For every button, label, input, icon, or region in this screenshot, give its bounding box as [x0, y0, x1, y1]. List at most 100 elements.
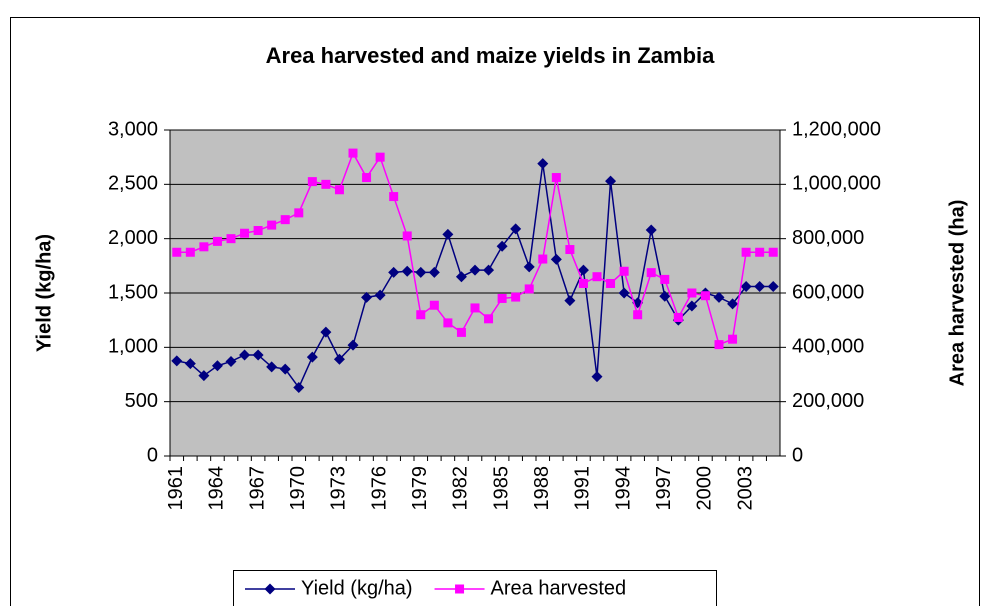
point: [633, 310, 643, 320]
point: [618, 287, 630, 299]
point: [321, 179, 331, 189]
point: [564, 295, 576, 307]
point: [443, 318, 453, 328]
point: [252, 349, 264, 361]
point: [754, 280, 766, 292]
point: [714, 340, 724, 350]
point: [267, 220, 277, 230]
point: [226, 234, 236, 244]
point: [523, 261, 535, 273]
chart-title: Area harvested and maize yields in Zambi…: [266, 43, 715, 68]
point: [469, 264, 481, 276]
point: [362, 173, 372, 183]
point: [294, 208, 304, 218]
y-tick-label: 500: [125, 390, 158, 412]
point: [348, 148, 358, 158]
point: [510, 223, 522, 235]
x-tick-label: 2000: [694, 466, 716, 511]
y2-tick-label: 200,000: [792, 390, 864, 412]
point: [496, 240, 508, 252]
point: [307, 177, 317, 187]
point: [606, 278, 616, 288]
point: [320, 326, 332, 338]
point: [700, 291, 710, 301]
x-tick-label: 1976: [368, 466, 390, 511]
x-tick-label: 1964: [206, 466, 228, 511]
point: [740, 280, 752, 292]
point: [577, 264, 589, 276]
legend-marker: [455, 584, 465, 594]
point: [415, 266, 427, 278]
point: [199, 242, 209, 252]
point: [402, 231, 412, 241]
point: [389, 192, 399, 202]
legend-label: Yield (kg/ha): [301, 577, 413, 599]
y2-tick-label: 600,000: [792, 281, 864, 303]
point: [280, 215, 290, 225]
point: [211, 360, 223, 372]
legend-label: Area harvested: [491, 577, 627, 599]
x-tick-label: 1991: [572, 466, 594, 511]
point: [660, 274, 670, 284]
point: [537, 158, 549, 170]
point: [728, 334, 738, 344]
point: [185, 247, 195, 257]
point: [293, 382, 305, 394]
point: [361, 291, 373, 303]
y2-tick-label: 1,000,000: [792, 173, 881, 195]
x-tick-label: 1979: [409, 466, 431, 511]
point: [605, 175, 617, 187]
point: [768, 247, 778, 257]
y2-tick-label: 0: [792, 444, 803, 466]
point: [279, 363, 291, 375]
y-tick-label: 0: [147, 444, 158, 466]
point: [713, 291, 725, 303]
y-tick-label: 2,000: [108, 227, 158, 249]
point: [171, 355, 183, 367]
x-tick-label: 2003: [734, 466, 756, 511]
x-tick-label: 1985: [490, 466, 512, 511]
point: [456, 327, 466, 337]
point: [374, 289, 386, 301]
y-tick-label: 3,000: [108, 118, 158, 140]
point: [565, 245, 575, 255]
y2-tick-label: 1,200,000: [792, 118, 881, 140]
point: [659, 290, 671, 302]
point: [253, 226, 263, 236]
x-tick-label: 1988: [531, 466, 553, 511]
point: [470, 303, 480, 313]
point: [551, 173, 561, 183]
point: [591, 371, 603, 383]
point: [538, 254, 548, 264]
point: [727, 298, 739, 310]
point: [511, 292, 521, 302]
x-tick-label: 1973: [328, 466, 350, 511]
point: [578, 278, 588, 288]
point: [455, 271, 467, 283]
y2-axis-label: Area harvested (ha): [946, 200, 968, 387]
point: [645, 224, 657, 236]
point: [686, 300, 698, 312]
y-tick-label: 2,500: [108, 173, 158, 195]
x-tick-label: 1970: [287, 466, 309, 511]
point: [442, 228, 454, 240]
point: [225, 355, 237, 367]
point: [429, 300, 439, 310]
point: [239, 349, 251, 361]
point: [767, 280, 779, 292]
point: [428, 266, 440, 278]
point: [550, 253, 562, 265]
y-axis-label: Yield (kg/ha): [33, 234, 55, 352]
point: [755, 247, 765, 257]
point: [416, 310, 426, 320]
point: [646, 268, 656, 278]
x-tick-label: 1994: [612, 466, 634, 511]
point: [483, 264, 495, 276]
y2-tick-label: 400,000: [792, 336, 864, 358]
point: [333, 353, 345, 365]
point: [334, 185, 344, 195]
point: [388, 266, 400, 278]
point: [619, 266, 629, 276]
point: [212, 236, 222, 246]
point: [347, 339, 359, 351]
